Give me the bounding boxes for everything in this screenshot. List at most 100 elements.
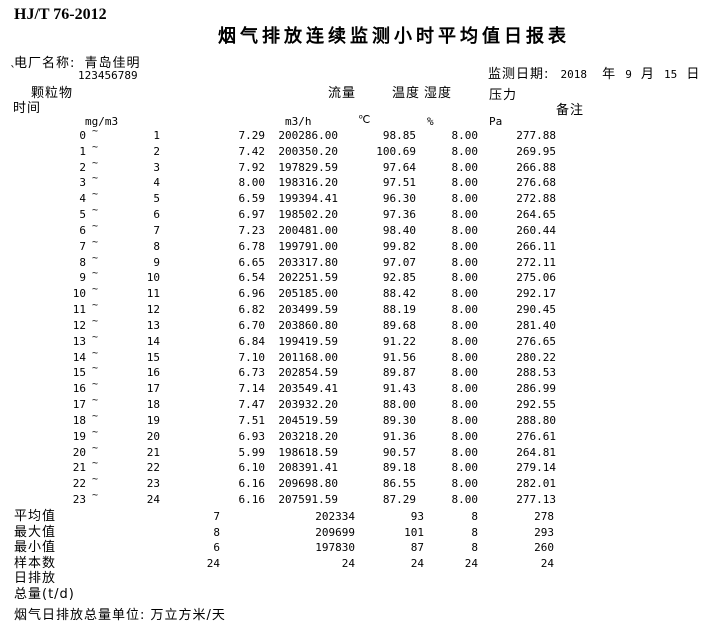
flow-value: 200481.00 (278, 223, 338, 237)
hour-end: 12 (146, 303, 160, 317)
hour-start: 1 (79, 144, 86, 158)
summary-row: 日排放 (0, 571, 704, 587)
pm-value: 8.00 (238, 176, 266, 190)
pressure-value: 290.45 (516, 303, 556, 317)
tilde-mark: ~ (92, 284, 99, 296)
tilde-mark: ~ (92, 363, 99, 375)
summary-label: 日排放 (14, 571, 57, 587)
pm-value: 6.70 (238, 318, 266, 332)
hour-rows: 0 ~1 7.29 200286.00 98.85 8.00 277.88 1 ~2 7.42 20… (0, 126, 704, 508)
stray-mark: ` (10, 64, 16, 78)
tilde-mark: ~ (92, 395, 99, 407)
report-title: 烟气排放连续监测小时平均值日报表 (218, 26, 570, 47)
flow-value: 199791.00 (278, 239, 338, 253)
temp-value: 100.69 (376, 144, 416, 158)
col-header-temp: 温度 (392, 86, 421, 101)
pressure-value: 292.55 (516, 398, 556, 412)
temp-value: 97.64 (382, 160, 416, 174)
hour-end: 11 (146, 287, 160, 301)
hour-start: 15 (72, 366, 86, 380)
summary-pm-value: 24 (206, 556, 220, 570)
date-day: 15 (664, 68, 678, 81)
pm-value: 6.16 (238, 493, 266, 507)
table-row: 12 ~13 6.70 203860.80 89.68 8.00 281.40 (0, 316, 704, 334)
pressure-value: 280.22 (516, 350, 556, 364)
hour-start: 22 (72, 477, 86, 491)
pressure-value: 281.40 (516, 318, 556, 332)
summary-flow-value: 24 (341, 556, 355, 570)
temp-value: 90.57 (382, 445, 416, 459)
pm-value: 6.78 (238, 239, 266, 253)
humidity-value: 8.00 (451, 129, 479, 142)
tilde-mark: ~ (92, 220, 99, 232)
flow-value: 203549.41 (278, 382, 338, 396)
pm-value: 6.54 (238, 271, 266, 285)
plant-name: 青岛佳明 (84, 56, 141, 71)
table-row: 21 ~22 6.10 208391.41 89.18 8.00 279.14 (0, 458, 704, 476)
temp-value: 87.29 (382, 493, 416, 507)
hour-start: 13 (72, 334, 86, 348)
table-row: 22 ~23 6.16 209698.80 86.55 8.00 282.01 (0, 474, 704, 492)
pressure-value: 277.88 (516, 129, 556, 142)
date-label: 监测日期: (488, 67, 550, 82)
table-row: 23 ~24 6.16 207591.59 87.29 8.00 277.13 (0, 490, 704, 508)
temp-value: 91.36 (382, 429, 416, 443)
hour-end: 9 (153, 255, 160, 269)
hour-end: 16 (146, 366, 160, 380)
plant-name-label: 电厂名称: (14, 56, 76, 71)
summary-pressure-value: 260 (534, 541, 554, 555)
pm-value: 6.10 (238, 461, 266, 475)
pressure-value: 288.80 (516, 413, 556, 427)
pressure-value: 292.17 (516, 287, 556, 301)
hour-end: 22 (146, 461, 160, 475)
humidity-value: 8.00 (451, 192, 479, 206)
tilde-mark: ~ (92, 173, 99, 185)
col-header-pressure: 压力 (489, 88, 518, 103)
hour-start: 16 (72, 382, 86, 396)
unit-humidity: % (427, 115, 434, 128)
pm-value: 7.14 (238, 382, 266, 396)
unit-pressure: Pa (489, 115, 503, 128)
hour-start: 21 (72, 461, 86, 475)
hour-end: 6 (153, 208, 160, 222)
temp-value: 89.68 (382, 318, 416, 332)
temp-value: 99.82 (382, 239, 416, 253)
tilde-mark: ~ (92, 410, 99, 422)
pm-value: 7.10 (238, 350, 266, 364)
tilde-mark: ~ (92, 490, 99, 502)
summary-humidity-value: 24 (464, 556, 478, 570)
temp-value: 96.30 (382, 192, 416, 206)
table-row: 6 ~7 7.23 200481.00 98.40 8.00 260.44 (0, 221, 704, 239)
monitor-date-line: 监测日期: 2018 年 9 月 15 日 (488, 63, 700, 82)
hour-end: 21 (146, 445, 160, 459)
hour-start: 19 (72, 429, 86, 443)
humidity-value: 8.00 (451, 461, 479, 475)
flow-value: 203218.20 (278, 429, 338, 443)
hour-end: 5 (153, 192, 160, 206)
table-row: 5 ~6 6.97 198502.20 97.36 8.00 264.65 (0, 205, 704, 223)
tilde-mark: ~ (92, 189, 99, 201)
flow-value: 199394.41 (278, 192, 338, 206)
pm-value: 6.97 (238, 208, 266, 222)
humidity-value: 8.00 (451, 176, 479, 190)
tilde-mark: ~ (92, 268, 99, 280)
date-year: 2018 (560, 68, 587, 81)
humidity-value: 8.00 (451, 160, 479, 174)
hour-end: 8 (153, 239, 160, 253)
unit-note: 烟气日排放总量单位: 万立方米/天 (14, 608, 226, 623)
table-row: 13 ~14 6.84 199419.59 91.22 8.00 276.65 (0, 332, 704, 350)
summary-flow-value: 197830 (315, 541, 355, 555)
humidity-value: 8.00 (451, 445, 479, 459)
tilde-mark: ~ (92, 379, 99, 391)
temp-value: 91.56 (382, 350, 416, 364)
table-row: 15 ~16 6.73 202854.59 89.87 8.00 288.53 (0, 363, 704, 381)
humidity-value: 8.00 (451, 208, 479, 222)
pressure-value: 266.11 (516, 239, 556, 253)
hour-start: 18 (72, 413, 86, 427)
summary-pm-value: 8 (213, 525, 220, 539)
tilde-mark: ~ (92, 141, 99, 153)
temp-value: 89.30 (382, 413, 416, 427)
hour-end: 14 (146, 334, 160, 348)
hour-end: 17 (146, 382, 160, 396)
flow-value: 198502.20 (278, 208, 338, 222)
